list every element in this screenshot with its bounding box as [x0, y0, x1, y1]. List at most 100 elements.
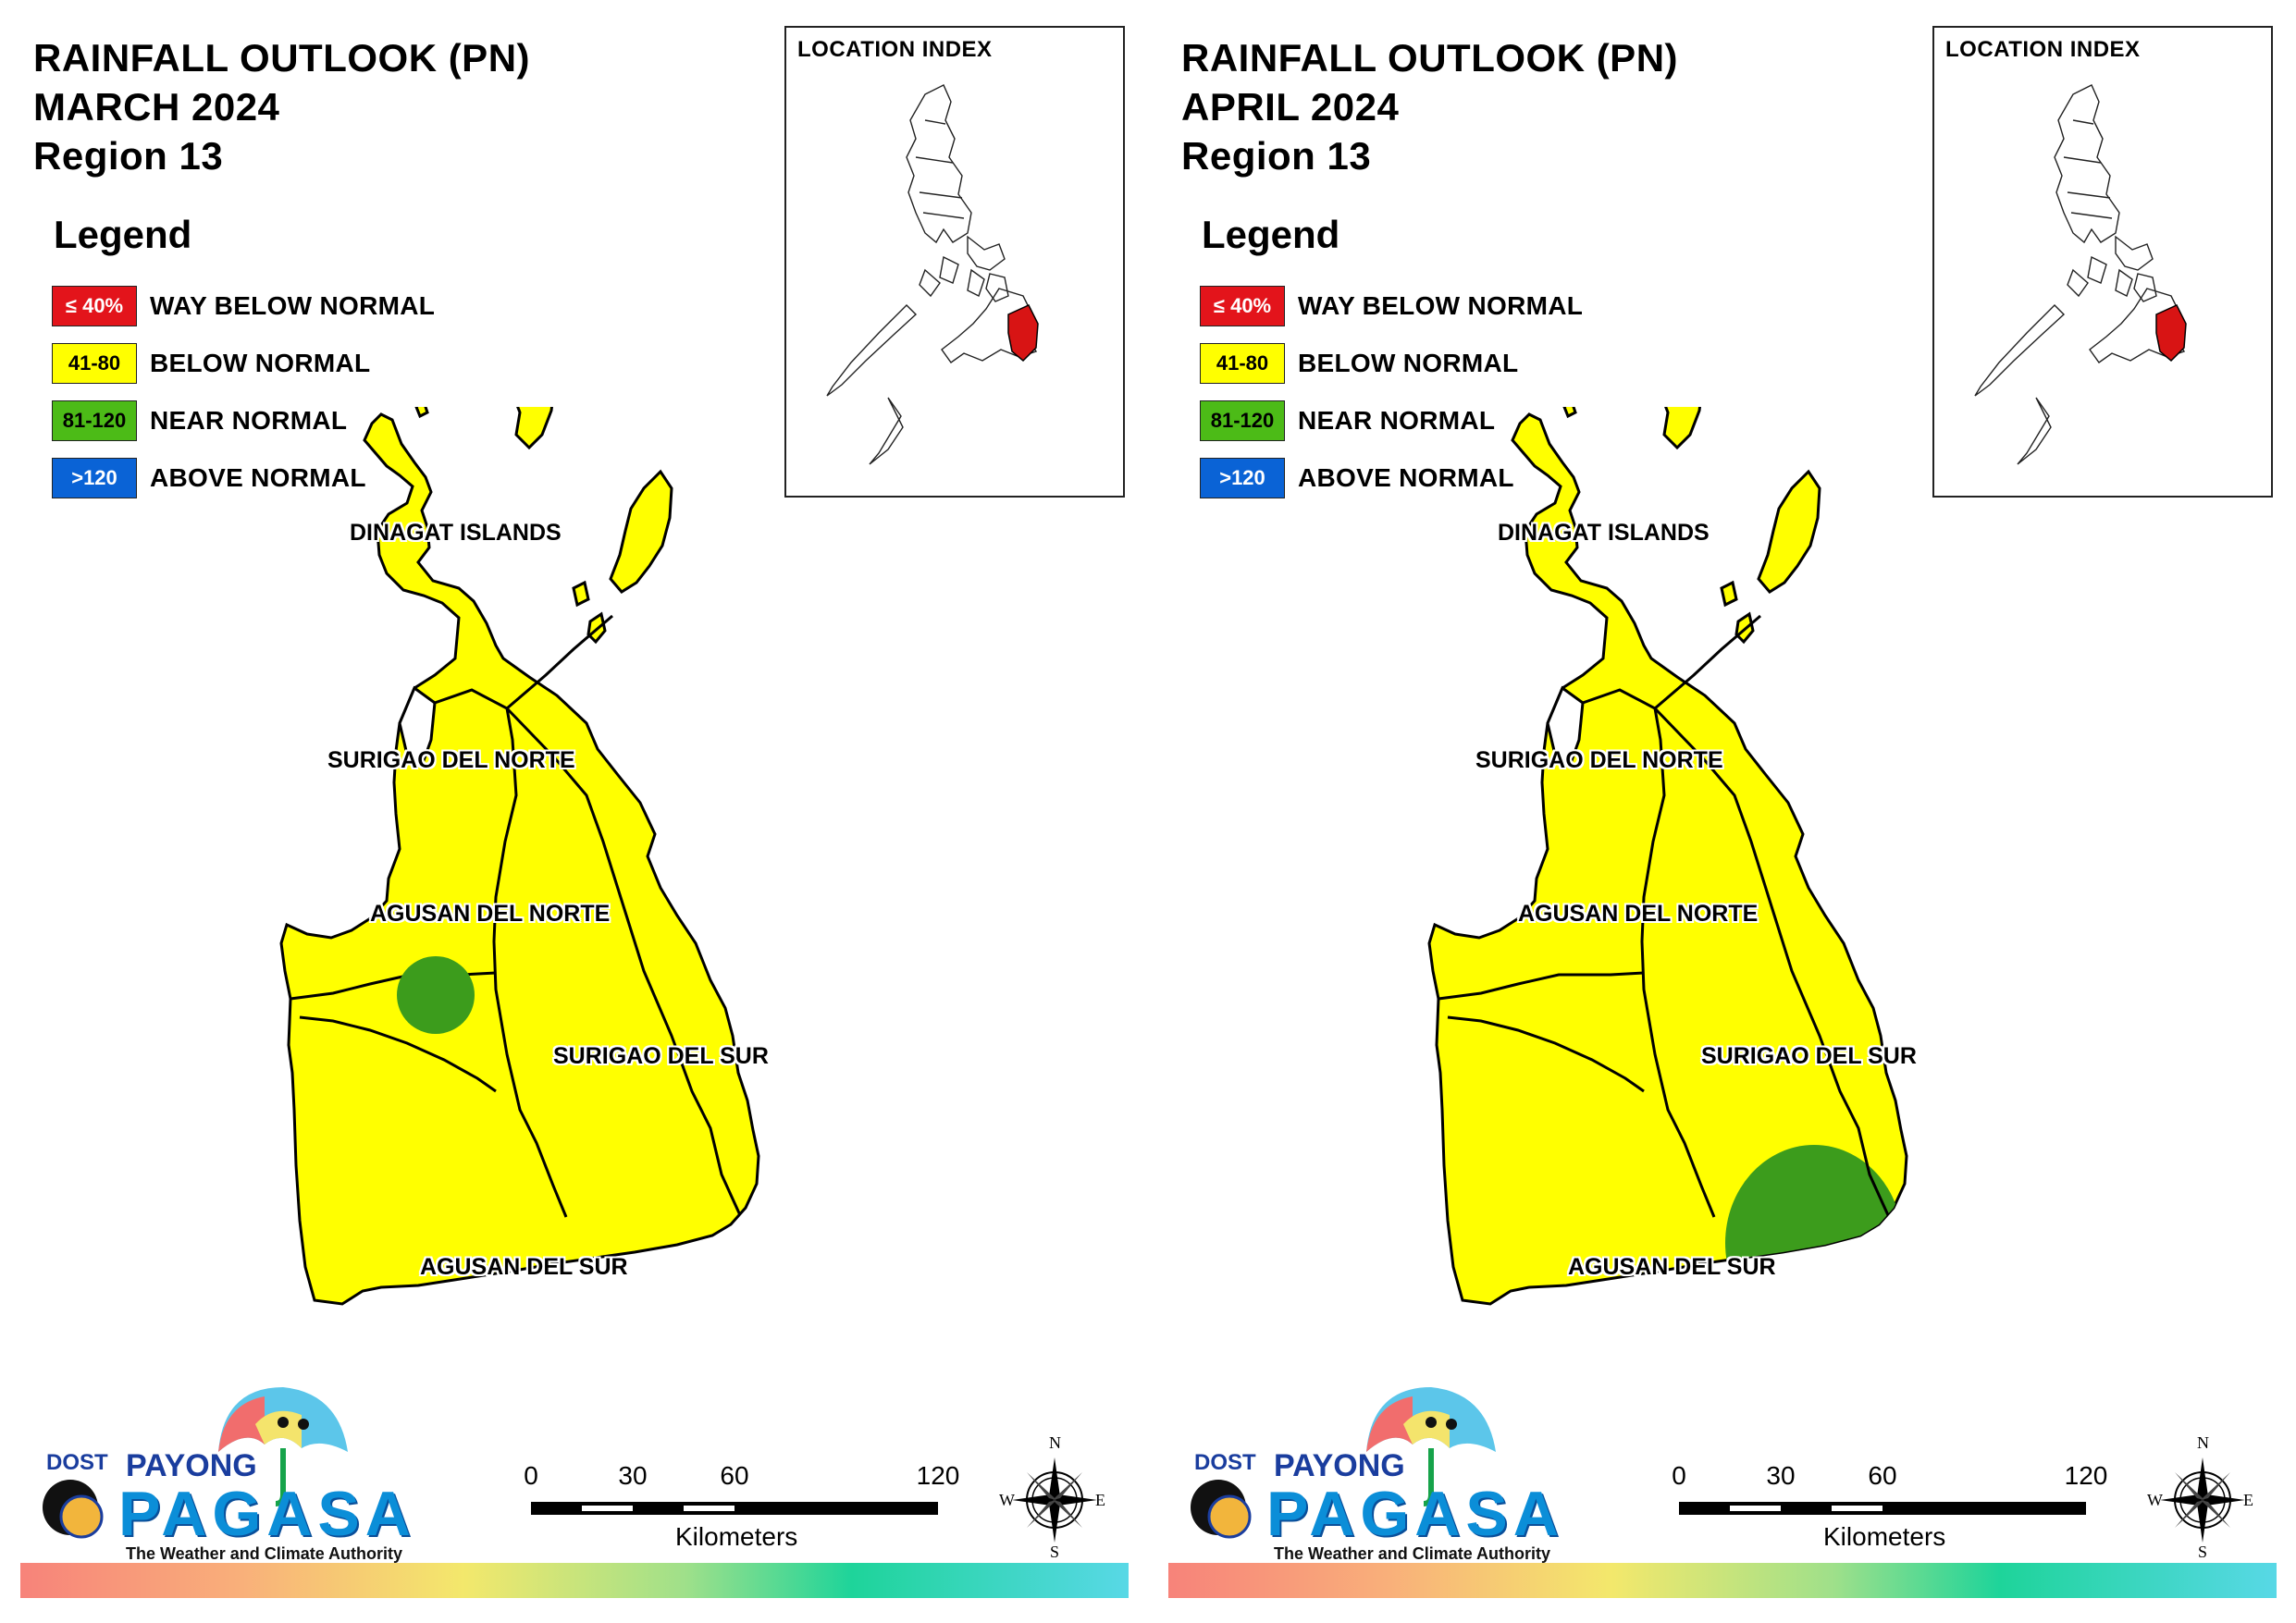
near-normal-zone	[1725, 1145, 1903, 1304]
title-line-1: RAINFALL OUTLOOK (PN)	[33, 36, 531, 80]
boundary-surigao	[1653, 707, 1890, 1216]
tagline-text: The Weather and Climate Authority	[126, 1544, 403, 1563]
legend-title: Legend	[1202, 213, 1340, 256]
scale-tick: 120	[916, 1461, 960, 1490]
compass-s: S	[1050, 1543, 1060, 1561]
legend-title: Legend	[54, 213, 192, 256]
lake-mainit	[398, 685, 437, 768]
legend: Legend ≤ 40% WAY BELOW NORMAL 41-80 BELO…	[1200, 213, 1583, 507]
region-13-highlight	[1007, 304, 1039, 363]
province-label-agusan-sur: AGUSAN DEL SUR	[1568, 1254, 1776, 1280]
legend-swatch: 41-80	[52, 343, 137, 384]
title-line-1: RAINFALL OUTLOOK (PN)	[1181, 36, 1679, 80]
compass-s: S	[2198, 1543, 2208, 1561]
compass-n: N	[1049, 1433, 1061, 1452]
region-13-map	[279, 407, 760, 1306]
color-bar	[20, 1563, 1129, 1598]
compass-n: N	[2197, 1433, 2209, 1452]
compass-icon	[2160, 1457, 2245, 1543]
umbrella-icon	[1191, 1387, 1496, 1539]
legend-swatch: >120	[52, 458, 137, 498]
boundary-north	[506, 614, 613, 710]
legend-swatch: >120	[1200, 458, 1285, 498]
legend-label: WAY BELOW NORMAL	[1298, 291, 1584, 320]
scale-bar: 0 30 60 120 Kilometers	[524, 1461, 959, 1554]
legend-label: BELOW NORMAL	[150, 349, 371, 377]
province-label-agusan-sur: AGUSAN DEL SUR	[420, 1254, 628, 1280]
scale-tick: 30	[1766, 1461, 1796, 1490]
title-line-2: MARCH 2024	[33, 85, 280, 129]
payong-text: PAYONG	[126, 1448, 257, 1483]
legend-label: WAY BELOW NORMAL	[150, 291, 436, 320]
region-13-map	[1427, 407, 1908, 1306]
scale-unit: Kilometers	[675, 1522, 798, 1551]
legend-label: NEAR NORMAL	[1298, 406, 1496, 435]
legend-item-near: 81-120 NEAR NORMAL	[52, 392, 435, 449]
boundary-surigao	[505, 707, 742, 1216]
legend-swatch: 41-80	[1200, 343, 1285, 384]
region-13-highlight	[2155, 304, 2187, 363]
boundary-agusan	[1547, 688, 1716, 1218]
map-title: RAINFALL OUTLOOK (PN) APRIL 2024 Region …	[1181, 33, 1678, 180]
inset-title: LOCATION INDEX	[797, 37, 993, 62]
province-label-dinagat: DINAGAT ISLANDS	[1498, 520, 1710, 546]
dost-text: DOST	[1194, 1450, 1256, 1475]
pagasa-logo: DOST PAYONG PAGASA The Weather and Clima…	[33, 1387, 411, 1563]
compass-w: W	[999, 1491, 1015, 1509]
mainland-shape	[1427, 412, 1908, 1306]
outlook-panel-march: RAINFALL OUTLOOK (PN) MARCH 2024 Region …	[20, 26, 1129, 1598]
inset-title: LOCATION INDEX	[1945, 37, 2141, 62]
boundary-sw	[299, 1015, 497, 1093]
compass-icon	[1012, 1457, 1097, 1543]
scale-bar: 0 30 60 120 Kilometers	[1672, 1461, 2107, 1554]
compass-rose: N S E W	[999, 1433, 1110, 1561]
lake-mainit	[1546, 685, 1585, 768]
compass-e: E	[1095, 1491, 1105, 1509]
mainland-shape	[279, 412, 760, 1306]
province-label-dinagat: DINAGAT ISLANDS	[350, 520, 562, 546]
payong-text: PAYONG	[1274, 1448, 1405, 1483]
legend-swatch: 81-120	[1200, 400, 1285, 441]
legend-label: ABOVE NORMAL	[150, 463, 366, 492]
scale-bar-graphic	[531, 1502, 938, 1515]
legend-item-below: 41-80 BELOW NORMAL	[1200, 335, 1583, 392]
scale-unit: Kilometers	[1823, 1522, 1946, 1551]
location-index-inset: LOCATION INDEX	[784, 26, 1125, 498]
philippines-outline	[1974, 84, 2187, 465]
boundary-sw	[1447, 1015, 1645, 1093]
province-label-agusan-norte: AGUSAN DEL NORTE	[370, 901, 611, 927]
legend-item-below: 41-80 BELOW NORMAL	[52, 335, 435, 392]
legend-swatch: ≤ 40%	[1200, 286, 1285, 326]
boundary-west	[1438, 971, 1645, 1001]
dost-text: DOST	[46, 1450, 108, 1475]
legend-item-near: 81-120 NEAR NORMAL	[1200, 392, 1583, 449]
province-label-surigao-sur: SURIGAO DEL SUR	[553, 1043, 769, 1069]
province-label-surigao-norte: SURIGAO DEL NORTE	[327, 747, 575, 773]
tagline-text: The Weather and Climate Authority	[1274, 1544, 1551, 1563]
legend-item-above: >120 ABOVE NORMAL	[52, 449, 435, 507]
compass-rose: N S E W	[2147, 1433, 2258, 1561]
location-index-inset: LOCATION INDEX	[1932, 26, 2273, 498]
dinagat-shape	[514, 407, 554, 450]
legend-label: NEAR NORMAL	[150, 406, 348, 435]
legend: Legend ≤ 40% WAY BELOW NORMAL 41-80 BELO…	[52, 213, 435, 507]
philippines-outline	[826, 84, 1039, 465]
pagasa-text: PAGASA	[118, 1479, 416, 1549]
scale-tick: 60	[1868, 1461, 1897, 1490]
province-label-surigao-sur: SURIGAO DEL SUR	[1701, 1043, 1917, 1069]
legend-item-way-below: ≤ 40% WAY BELOW NORMAL	[52, 277, 435, 335]
legend-swatch: ≤ 40%	[52, 286, 137, 326]
siargao-shape	[1757, 469, 1821, 594]
map-title: RAINFALL OUTLOOK (PN) MARCH 2024 Region …	[33, 33, 530, 180]
near-normal-zone	[397, 956, 475, 1034]
boundary-agusan	[399, 688, 568, 1218]
pagasa-text: PAGASA	[1266, 1479, 1564, 1549]
legend-label: BELOW NORMAL	[1298, 349, 1519, 377]
title-line-2: APRIL 2024	[1181, 85, 1400, 129]
title-line-3: Region 13	[1181, 134, 1372, 178]
legend-label: ABOVE NORMAL	[1298, 463, 1514, 492]
siargao-shape	[609, 469, 673, 594]
province-label-agusan-norte: AGUSAN DEL NORTE	[1518, 901, 1759, 927]
dinagat-shape	[1662, 407, 1702, 450]
scale-bar-graphic	[1679, 1502, 2086, 1515]
